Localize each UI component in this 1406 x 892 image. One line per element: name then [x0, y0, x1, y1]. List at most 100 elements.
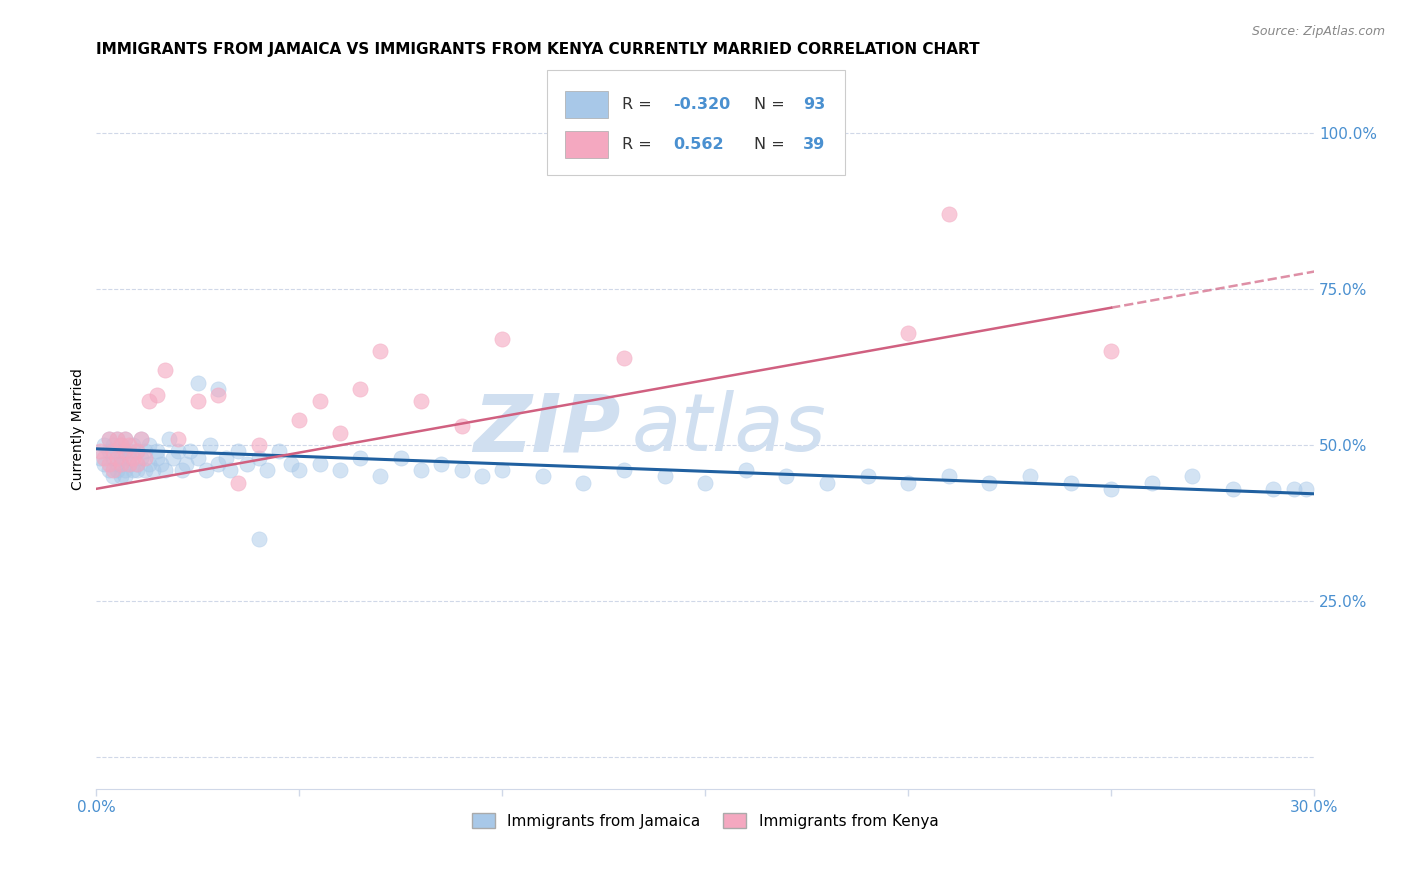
FancyBboxPatch shape [565, 131, 607, 158]
Point [775, 469, 797, 483]
Point [207, 382, 229, 396]
Point [142, 463, 165, 477]
Point [1019, 469, 1042, 483]
Text: N =: N = [754, 96, 790, 112]
Point [97, 444, 120, 458]
Point [114, 463, 136, 477]
Point [162, 450, 184, 465]
Point [134, 450, 156, 465]
Point [897, 475, 920, 490]
FancyBboxPatch shape [547, 70, 845, 175]
Point [105, 463, 128, 477]
Point [174, 457, 197, 471]
Point [267, 444, 290, 458]
Point [491, 332, 513, 346]
Point [101, 450, 124, 465]
Point [114, 432, 136, 446]
Point [89, 444, 111, 458]
Point [695, 475, 717, 490]
Point [125, 457, 148, 471]
Point [89, 450, 111, 465]
Legend: Immigrants from Jamaica, Immigrants from Kenya: Immigrants from Jamaica, Immigrants from… [465, 806, 945, 835]
Point [288, 413, 311, 427]
Point [110, 469, 132, 483]
Point [329, 463, 352, 477]
Point [125, 444, 148, 458]
Point [138, 438, 160, 452]
Point [114, 432, 136, 446]
Point [125, 444, 148, 458]
Point [170, 463, 193, 477]
Point [146, 444, 169, 458]
Point [110, 450, 132, 465]
Point [654, 469, 676, 483]
Point [110, 438, 132, 452]
Text: 39: 39 [803, 136, 825, 152]
Point [118, 457, 141, 471]
Text: IMMIGRANTS FROM JAMAICA VS IMMIGRANTS FROM KENYA CURRENTLY MARRIED CORRELATION C: IMMIGRANTS FROM JAMAICA VS IMMIGRANTS FR… [97, 42, 980, 57]
Point [105, 457, 128, 471]
Point [187, 450, 209, 465]
Text: R =: R = [623, 96, 657, 112]
Point [288, 463, 311, 477]
Point [430, 457, 453, 471]
Point [97, 463, 120, 477]
Point [349, 382, 371, 396]
Point [207, 457, 229, 471]
Point [101, 444, 124, 458]
Point [219, 463, 242, 477]
Point [613, 463, 636, 477]
Point [979, 475, 1001, 490]
Point [856, 469, 879, 483]
Point [815, 475, 838, 490]
Point [118, 438, 141, 452]
Point [1222, 482, 1244, 496]
Text: Source: ZipAtlas.com: Source: ZipAtlas.com [1251, 25, 1385, 38]
Point [118, 457, 141, 471]
Point [146, 450, 169, 465]
Point [471, 469, 494, 483]
Point [114, 444, 136, 458]
Point [389, 450, 412, 465]
Text: ZIP: ZIP [472, 391, 620, 468]
Point [155, 363, 177, 377]
Point [734, 463, 756, 477]
Point [1295, 482, 1317, 496]
Point [247, 438, 270, 452]
Point [247, 532, 270, 546]
Point [194, 463, 217, 477]
Point [450, 419, 472, 434]
Point [450, 463, 472, 477]
Text: N =: N = [754, 136, 790, 152]
Point [93, 450, 115, 465]
Point [247, 450, 270, 465]
Point [110, 457, 132, 471]
Text: 93: 93 [803, 96, 825, 112]
Point [1059, 475, 1081, 490]
Point [198, 438, 221, 452]
Point [118, 450, 141, 465]
Point [129, 450, 152, 465]
Point [138, 394, 160, 409]
Point [572, 475, 595, 490]
Point [125, 457, 148, 471]
Point [129, 432, 152, 446]
Point [1099, 482, 1122, 496]
Point [187, 394, 209, 409]
Point [938, 207, 960, 221]
Text: atlas: atlas [633, 391, 827, 468]
Point [97, 432, 120, 446]
Point [134, 444, 156, 458]
Point [166, 432, 188, 446]
Point [122, 463, 145, 477]
Point [118, 444, 141, 458]
Point [370, 469, 392, 483]
Point [93, 438, 115, 452]
Point [308, 457, 330, 471]
Point [409, 463, 432, 477]
Point [146, 388, 169, 402]
Y-axis label: Currently Married: Currently Married [72, 368, 86, 491]
Point [1099, 344, 1122, 359]
Point [101, 463, 124, 477]
Point [1181, 469, 1204, 483]
